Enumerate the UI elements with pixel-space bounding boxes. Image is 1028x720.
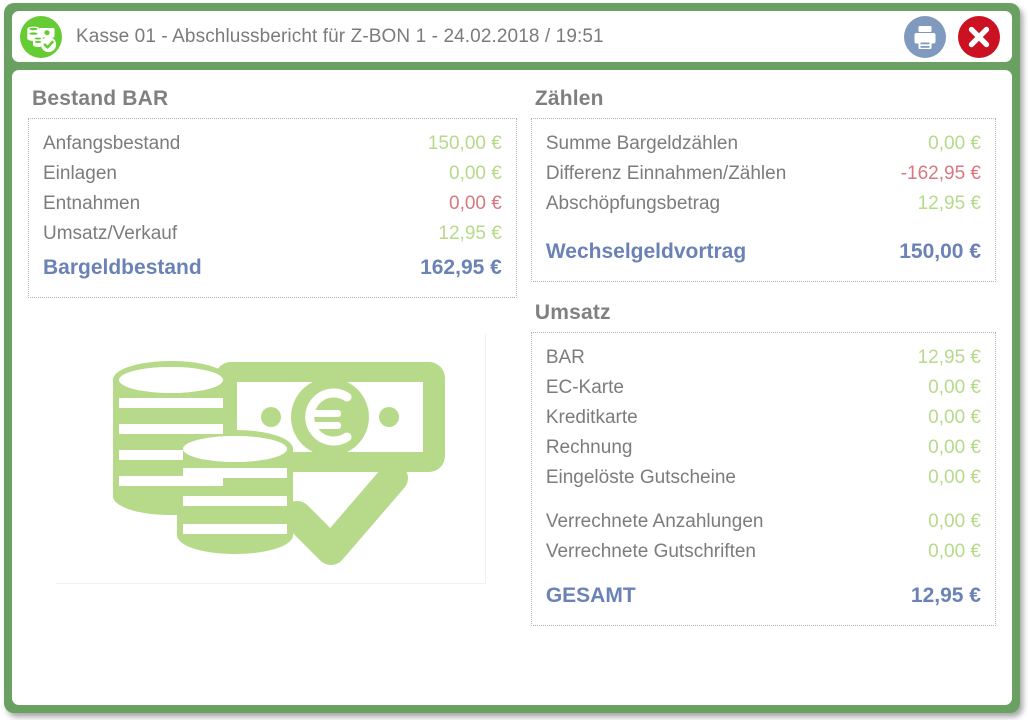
row-value: 12,95 € <box>917 193 981 214</box>
total-label: GESAMT <box>545 584 636 607</box>
row-wechselgeldvortrag-total: Wechselgeldvortrag 150,00 € <box>546 233 981 271</box>
row-value: 0,00 € <box>928 467 981 488</box>
row-verrechnete-gutschriften: Verrechnete Gutschriften 0,00 € <box>546 537 981 567</box>
row-bargeldbestand-total: Bargeldbestand 162,95 € <box>43 249 502 287</box>
panel-zaehlen: Summe Bargeldzählen 0,00 € Differenz Ein… <box>530 118 996 282</box>
row-umsatz-verkauf: Umsatz/Verkauf 12,95 € <box>43 219 502 249</box>
total-value: 12,95 € <box>910 584 981 607</box>
close-icon <box>968 26 990 47</box>
column-right: Zählen Summe Bargeldzählen 0,00 € Differ… <box>530 84 996 693</box>
row-eingeloeste-gutscheine: Eingelöste Gutscheine 0,00 € <box>546 463 981 493</box>
row-label: Anfangsbestand <box>43 133 181 154</box>
report-content: Bestand BAR Anfangsbestand 150,00 € Einl… <box>12 70 1012 705</box>
row-label: Rechnung <box>545 437 633 458</box>
row-value: 150,00 € <box>427 133 502 154</box>
row-label: Verrechnete Gutschriften <box>545 541 756 562</box>
row-ec-karte: EC-Karte 0,00 € <box>546 373 981 403</box>
cash-illustration <box>56 334 486 584</box>
print-button[interactable] <box>904 15 946 58</box>
row-value: 0,00 € <box>928 407 981 428</box>
row-label: Einlagen <box>43 163 117 184</box>
row-value: 0,00 € <box>928 541 981 562</box>
row-value: 0,00 € <box>928 377 981 398</box>
row-bar: BAR 12,95 € <box>546 343 981 373</box>
row-summe-bargeldzaehlen: Summe Bargeldzählen 0,00 € <box>546 129 981 159</box>
row-label: Kreditkarte <box>545 407 638 428</box>
section-title-bestand-bar: Bestand BAR <box>32 87 169 110</box>
row-rechnung: Rechnung 0,00 € <box>546 433 981 463</box>
section-title-umsatz: Umsatz <box>534 301 611 324</box>
row-spacer <box>546 219 981 233</box>
row-value: 0,00 € <box>928 511 981 532</box>
row-label: Umsatz/Verkauf <box>43 223 178 244</box>
row-label: EC-Karte <box>545 377 624 398</box>
window-title: Kasse 01 - Abschlussbericht für Z-BON 1 … <box>76 25 604 47</box>
row-value: 0,00 € <box>928 437 981 458</box>
row-label: Verrechnete Anzahlungen <box>545 511 764 532</box>
row-value: -162,95 € <box>900 163 981 184</box>
printer-icon <box>914 25 936 49</box>
total-value: 162,95 € <box>420 256 502 279</box>
column-left: Bestand BAR Anfangsbestand 150,00 € Einl… <box>28 84 517 693</box>
row-label: Summe Bargeldzählen <box>545 133 739 154</box>
row-value: 0,00 € <box>449 193 502 214</box>
total-label: Bargeldbestand <box>43 256 202 279</box>
row-kreditkarte: Kreditkarte 0,00 € <box>546 403 981 433</box>
row-value: 0,00 € <box>449 163 502 184</box>
row-spacer <box>546 493 981 507</box>
row-gesamt-total: GESAMT 12,95 € <box>546 577 981 615</box>
total-label: Wechselgeldvortrag <box>545 240 747 263</box>
total-value: 150,00 € <box>899 240 981 263</box>
application-window: Kasse 01 - Abschlussbericht für Z-BON 1 … <box>4 3 1020 713</box>
row-einlagen: Einlagen 0,00 € <box>43 159 502 189</box>
panel-bestand-bar: Anfangsbestand 150,00 € Einlagen 0,00 € … <box>28 118 517 298</box>
title-bar: Kasse 01 - Abschlussbericht für Z-BON 1 … <box>12 11 1012 62</box>
panel-umsatz: BAR 12,95 € EC-Karte 0,00 € Kreditkarte … <box>530 332 996 626</box>
row-value: 0,00 € <box>928 133 981 154</box>
row-value: 12,95 € <box>438 223 502 244</box>
row-label: Entnahmen <box>43 193 141 214</box>
row-differenz-einnahmen-zaehlen: Differenz Einnahmen/Zählen -162,95 € <box>546 159 981 189</box>
row-label: Eingelöste Gutscheine <box>545 467 736 488</box>
row-label: Differenz Einnahmen/Zählen <box>545 163 787 184</box>
row-entnahmen: Entnahmen 0,00 € <box>43 189 502 219</box>
money-check-icon <box>20 15 62 58</box>
section-title-zaehlen: Zählen <box>534 87 604 110</box>
row-value: 12,95 € <box>917 347 981 368</box>
row-spacer <box>546 567 981 577</box>
coins-banknote-euro-check-icon <box>112 360 445 565</box>
close-button[interactable] <box>958 15 1000 58</box>
row-anfangsbestand: Anfangsbestand 150,00 € <box>43 129 502 159</box>
row-label: BAR <box>545 347 585 368</box>
row-abschoepfungsbetrag: Abschöpfungsbetrag 12,95 € <box>546 189 981 219</box>
row-verrechnete-anzahlungen: Verrechnete Anzahlungen 0,00 € <box>546 507 981 537</box>
row-label: Abschöpfungsbetrag <box>545 193 721 214</box>
